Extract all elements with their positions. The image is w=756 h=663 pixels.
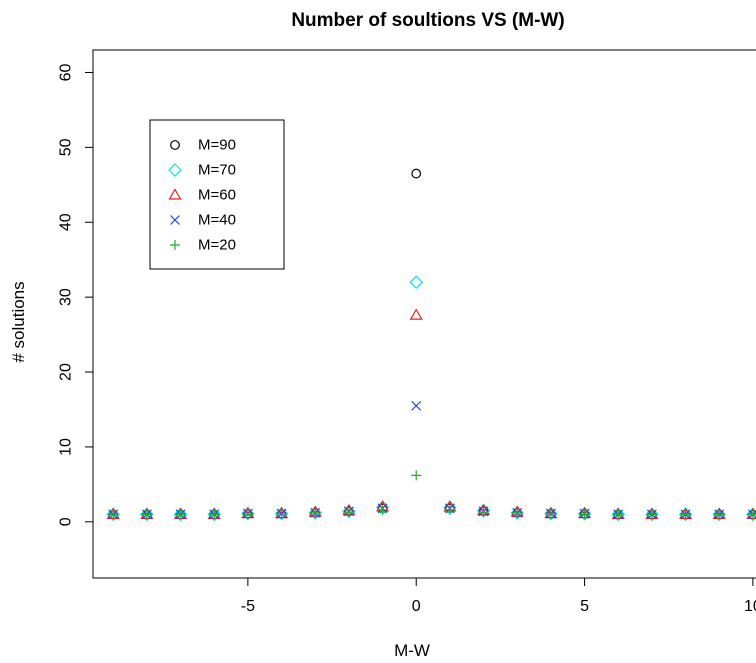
legend-label: M=40 [198,212,236,229]
x-axis: -5 0 5 10 [241,578,756,615]
y-tick-label: 10 [58,438,75,456]
data-point-plus [444,504,455,515]
legend: M=90 M=70 M=60 M=40 M=20 [149,119,285,270]
data-point-triangle [409,308,423,320]
data-point-diamond [173,507,188,522]
data-point-plus [680,509,691,520]
legend-label: M=70 [198,162,236,179]
data-point-plus [747,509,756,520]
data-point-plus [613,509,624,520]
data-point-plus [108,509,119,520]
data-point-plus [377,504,388,515]
data-point-plus [343,507,354,518]
data-point-plus [545,508,556,519]
data-point-diamond [106,507,121,522]
data-point-diamond [712,507,727,522]
data-point-diamond [678,507,693,522]
data-point-diamond [308,505,323,520]
legend-label: M=20 [198,237,236,254]
y-tick-label: 20 [58,363,75,381]
data-points [106,168,756,522]
y-tick-label: 0 [58,517,75,526]
data-point-diamond [342,504,356,519]
plot-frame [92,49,756,579]
data-point-diamond [544,506,558,521]
data-point-plus [478,507,489,518]
chart-title: Number of soultions VS (M-W) [291,10,564,31]
y-tick-label: 30 [58,288,75,306]
data-point-plus [714,509,725,520]
legend-marker-plus [170,240,180,250]
data-point-plus [209,509,220,520]
data-point-plus [276,508,287,519]
data-point-diamond [274,506,289,521]
data-point-diamond [577,506,592,521]
data-point-diamond [611,507,626,522]
y-tick-label: 60 [58,63,75,81]
data-point-plus [646,509,657,520]
y-tick-label: 40 [58,213,75,231]
legend-label: M=90 [198,137,236,154]
legend-marker-diamond [168,163,182,177]
data-point-x [411,400,422,411]
legend-label: M=60 [198,187,236,204]
data-point-diamond [510,505,525,520]
data-point-diamond [746,507,756,522]
data-point-diamond [241,506,255,521]
data-point-diamond [207,507,222,522]
y-tick-label: 50 [58,138,75,156]
data-point-plus [242,509,253,520]
x-tick-label: 0 [412,598,421,615]
data-point-plus [512,507,523,518]
x-tick-label: 5 [580,598,589,615]
legend-marker-triangle [168,188,182,200]
x-tick-label: 10 [744,598,756,615]
data-point-circle [411,168,422,179]
y-axis: 0 10 20 30 40 50 60 [58,63,93,526]
legend-marker-x [170,215,180,225]
data-point-plus [411,470,422,481]
x-tick-label: -5 [241,598,255,615]
legend-marker-circle [170,140,180,150]
data-point-plus [175,509,186,520]
data-point-diamond [140,507,154,522]
data-point-diamond [409,275,424,290]
data-point-plus [141,509,152,520]
y-axis-label: # solutions [9,281,28,362]
data-point-diamond [645,507,659,522]
data-point-plus [579,509,590,520]
x-axis-label: M-W [394,641,430,660]
data-point-plus [310,507,321,518]
